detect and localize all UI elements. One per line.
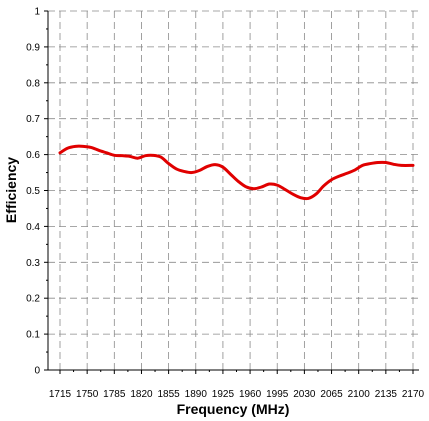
y-tick-label: 0.1 [26, 330, 40, 341]
x-tick-label: 1750 [76, 389, 99, 400]
x-tick-label: 1925 [212, 389, 235, 400]
x-axis-label: Frequency (MHz) [177, 401, 290, 417]
y-tick-label: 0.5 [26, 186, 40, 197]
x-tick-label: 1995 [266, 389, 289, 400]
y-axis-label: Efficiency [3, 157, 19, 223]
x-tick-label: 1890 [185, 389, 208, 400]
x-tick-label: 1855 [157, 389, 180, 400]
y-tick-label: 0.2 [26, 294, 40, 305]
x-tick-label: 2170 [402, 389, 425, 400]
y-tick-label: 0.4 [26, 222, 40, 233]
y-axis-ticks: 0 0.1 0.2 0.3 0.4 0.5 0.6 0.7 0.8 0.9 1 [26, 7, 48, 377]
grid [48, 10, 419, 370]
x-tick-label: 1960 [239, 389, 262, 400]
x-tick-label: 1785 [103, 389, 126, 400]
y-tick-label: 0.9 [26, 42, 40, 53]
x-axis-ticks: 1715 1750 1785 1820 1855 1890 1925 1960 1995 2030… [49, 370, 425, 400]
y-tick-label: 1 [34, 7, 40, 18]
series-line [58, 144, 415, 201]
x-tick-label: 2100 [348, 389, 371, 400]
x-tick-label: 2030 [293, 389, 316, 400]
x-tick-label: 2135 [375, 389, 398, 400]
y-tick-label: 0.6 [26, 150, 40, 161]
x-tick-label: 2065 [320, 389, 343, 400]
y-tick-label: 0.7 [26, 114, 40, 125]
x-tick-label: 1715 [49, 389, 72, 400]
y-tick-label: 0 [34, 366, 40, 377]
series-layer [58, 144, 415, 201]
y-tick-label: 0.8 [26, 78, 40, 89]
x-tick-label: 1820 [130, 389, 153, 400]
y-tick-label: 0.3 [26, 258, 40, 269]
